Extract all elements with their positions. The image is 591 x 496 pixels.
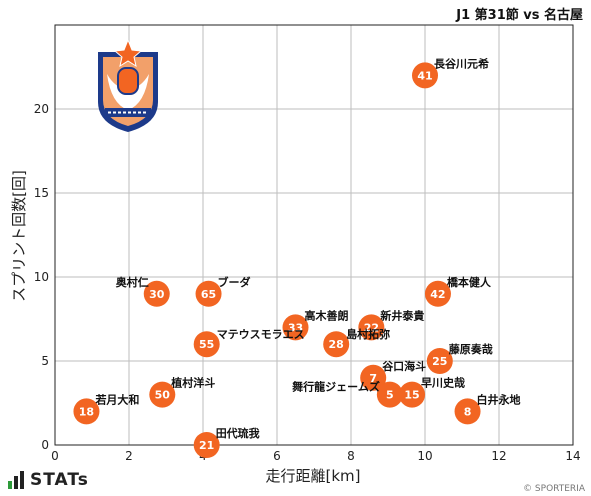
point-number-label: 33	[288, 321, 303, 334]
point-marker	[426, 348, 453, 374]
point-number-label: 50	[155, 389, 171, 402]
point-name-label: 長谷川元希	[434, 56, 489, 70]
stats-logo-icon	[8, 471, 24, 489]
point-number-label: 30	[149, 288, 165, 301]
point-number-label: 25	[432, 355, 447, 368]
point-name-label: 白井永地	[477, 392, 521, 406]
player-point: 7 谷口海斗	[360, 359, 426, 391]
x-tick-label: 2	[125, 449, 133, 463]
point-name-label: 奥村仁	[115, 275, 149, 289]
point-name-label: 橋本健人	[447, 275, 492, 289]
y-axis-label: スプリント回数[回]	[10, 170, 28, 302]
x-tick-label: 14	[565, 449, 580, 463]
point-marker	[454, 398, 481, 425]
point-name-label: 舞行龍ジェームズ	[292, 380, 380, 394]
plot-frame	[54, 24, 574, 446]
point-marker	[143, 280, 170, 307]
point-name-label: マテウスモラエス	[217, 328, 305, 341]
point-name-label: 藤原奏哉	[449, 342, 493, 356]
x-axis-label: 走行距離[km]	[265, 467, 360, 485]
point-marker	[376, 381, 403, 408]
chart-title: J1 第31節 vs 名古屋	[456, 8, 583, 23]
y-tick-label: 15	[34, 186, 49, 200]
x-tick-label: 6	[273, 449, 281, 463]
point-number-label: 28	[329, 338, 344, 351]
point-marker	[412, 62, 438, 89]
club-logo	[98, 38, 158, 132]
point-number-label: 18	[79, 405, 94, 418]
y-tick-label: 10	[34, 270, 49, 284]
x-tick-label: 8	[347, 449, 355, 463]
tick-labels: 0246810121405101520	[34, 102, 581, 463]
point-name-label: ブーダ	[218, 275, 251, 289]
point-number-label: 8	[464, 405, 472, 418]
point-marker	[360, 364, 387, 391]
point-number-label: 65	[201, 288, 216, 301]
axes	[54, 24, 574, 446]
point-marker	[424, 280, 451, 307]
x-tick-label: 10	[417, 449, 432, 463]
y-tick-label: 5	[41, 354, 49, 368]
point-name-label: 田代琉我	[216, 426, 260, 440]
point-number-label: 15	[404, 389, 419, 402]
point-number-label: 5	[386, 389, 394, 402]
point-marker	[149, 381, 176, 408]
logo-ball-icon	[117, 67, 139, 95]
point-marker	[193, 432, 220, 458]
brand-name: STATs	[30, 470, 89, 490]
point-name-label: 植村洋斗	[170, 376, 215, 390]
point-number-label: 21	[199, 439, 214, 452]
point-marker	[282, 314, 309, 341]
point-number-label: 41	[417, 69, 432, 82]
y-tick-label: 0	[41, 438, 49, 452]
point-number-label: 42	[430, 288, 445, 301]
logo-star-icon	[113, 38, 143, 68]
point-number-label: 7	[369, 372, 377, 385]
player-point: 5 舞行龍ジェームズ	[292, 380, 403, 408]
point-name-label: 高木善朗	[305, 308, 349, 322]
data-points: 41長谷川元希30奥村仁65ブーダ42橋本健人33高木善朗22新井泰貴28島村拓…	[73, 56, 521, 458]
point-marker	[358, 314, 385, 341]
point-marker	[195, 280, 222, 307]
y-tick-label: 20	[34, 102, 49, 116]
point-marker	[73, 398, 100, 425]
stats-brand: STATs	[8, 470, 89, 490]
point-number-label: 55	[199, 338, 214, 351]
player-point: 8 白井永地	[454, 392, 521, 425]
x-tick-label: 12	[491, 449, 506, 463]
point-name-label: 谷口海斗	[382, 359, 426, 373]
point-marker	[193, 331, 220, 358]
copyright-text: © SPORTERIA	[523, 484, 585, 494]
point-name-label: 島村拓弥	[346, 327, 390, 341]
point-name-label: 早川史哉	[421, 376, 465, 390]
point-name-label: 新井泰貴	[380, 308, 424, 322]
x-tick-label: 0	[51, 449, 59, 463]
point-marker	[323, 331, 350, 358]
point-name-label: 若月大和	[95, 392, 139, 406]
point-marker	[399, 381, 426, 408]
point-number-label: 22	[364, 321, 379, 334]
